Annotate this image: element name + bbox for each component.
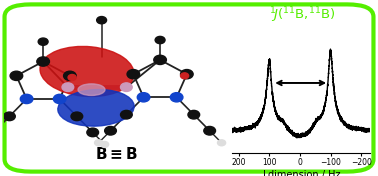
Circle shape bbox=[121, 110, 132, 119]
Text: $^{1}\!\mathit{J}(^{11}\mathrm{B},\!^{11}\mathrm{B})$: $^{1}\!\mathit{J}(^{11}\mathrm{B},\!^{11… bbox=[269, 5, 336, 25]
Circle shape bbox=[20, 94, 33, 103]
Ellipse shape bbox=[58, 90, 134, 126]
Circle shape bbox=[188, 110, 200, 119]
Circle shape bbox=[68, 74, 76, 80]
X-axis label: J dimension / Hz: J dimension / Hz bbox=[262, 170, 341, 176]
Circle shape bbox=[204, 126, 215, 135]
Circle shape bbox=[155, 36, 165, 44]
Circle shape bbox=[154, 55, 166, 65]
Circle shape bbox=[38, 38, 48, 45]
Text: $\mathbf{B{\equiv}B}$: $\mathbf{B{\equiv}B}$ bbox=[95, 146, 138, 162]
Circle shape bbox=[53, 94, 66, 103]
Circle shape bbox=[94, 140, 103, 146]
Circle shape bbox=[137, 93, 150, 102]
Circle shape bbox=[64, 71, 76, 80]
Circle shape bbox=[105, 126, 116, 135]
Circle shape bbox=[87, 128, 99, 137]
Circle shape bbox=[170, 93, 183, 102]
Circle shape bbox=[101, 142, 108, 147]
Circle shape bbox=[181, 70, 193, 79]
Circle shape bbox=[127, 70, 139, 79]
Circle shape bbox=[121, 83, 132, 92]
Circle shape bbox=[71, 112, 83, 121]
Ellipse shape bbox=[78, 84, 105, 95]
Circle shape bbox=[97, 17, 107, 24]
Circle shape bbox=[181, 73, 189, 79]
Circle shape bbox=[3, 112, 15, 121]
Circle shape bbox=[10, 71, 23, 80]
Circle shape bbox=[62, 83, 74, 92]
Circle shape bbox=[217, 140, 226, 146]
Ellipse shape bbox=[40, 46, 134, 96]
Circle shape bbox=[37, 57, 50, 66]
